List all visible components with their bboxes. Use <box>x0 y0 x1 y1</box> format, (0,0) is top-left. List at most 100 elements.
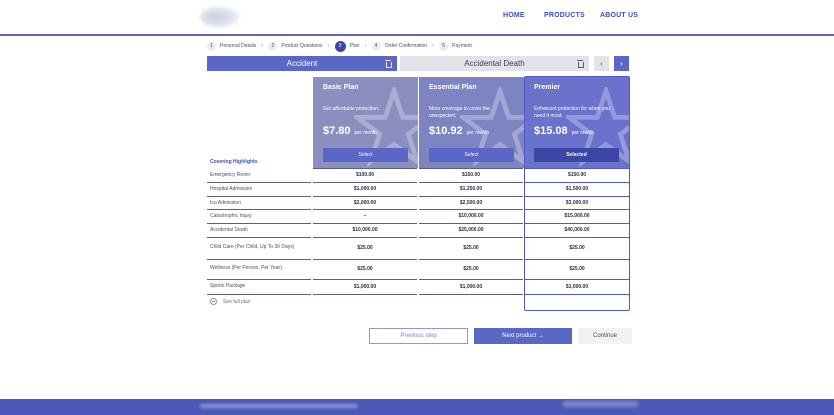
price-unit: per month <box>466 130 490 136</box>
basic-value: – <box>363 213 367 219</box>
premier-value: $25.00 <box>569 266 585 272</box>
row-divider <box>419 182 523 183</box>
premier-value: $40,000.00 <box>564 227 590 233</box>
price-unit: per month <box>354 130 378 136</box>
premier-value: $15,000.00 <box>564 213 590 219</box>
chevron-right-icon: › <box>364 43 367 49</box>
footer-text-blurred <box>563 401 638 407</box>
star-icon <box>460 87 524 167</box>
see-full-plan-link[interactable]: See full plan <box>210 298 251 305</box>
tab-accidental-death[interactable]: Accidental Death <box>400 56 589 71</box>
row-divider <box>313 237 417 238</box>
nav-about-us[interactable]: ABOUT US <box>600 12 639 19</box>
step-label: Personal Details <box>220 43 257 49</box>
row-divider <box>419 237 523 238</box>
row-divider <box>525 259 629 260</box>
plan-price: $10.92 per month <box>429 125 489 137</box>
tab-label: Accidental Death <box>464 59 525 68</box>
row-divider <box>525 168 629 169</box>
star-icon <box>354 87 418 167</box>
premier-value: $1,500.00 <box>565 186 589 192</box>
continue-button[interactable]: Continue <box>578 328 632 344</box>
plan-name: Essential Plan <box>429 84 477 91</box>
plan-name: Premier <box>534 84 561 91</box>
next-product-cta-button[interactable]: Next product → <box>474 328 572 344</box>
site-footer <box>0 399 834 415</box>
trash-icon[interactable] <box>577 60 584 68</box>
basic-value: $1,000.00 <box>353 186 377 192</box>
row-divider <box>419 259 523 260</box>
trash-icon[interactable] <box>385 60 392 68</box>
step-order-confirmation[interactable]: 4 Order Confirmation <box>371 41 427 51</box>
plan-card-essential: Essential Plan More coverage to cover th… <box>419 77 524 168</box>
step-label: Product Questions <box>281 43 323 49</box>
row-divider <box>525 294 629 295</box>
plan-card-premier: Premier Enhanced protection for when you… <box>524 77 630 168</box>
row-divider <box>313 182 417 183</box>
nav-home[interactable]: HOME <box>503 12 525 19</box>
essential-value: $10,000.00 <box>458 213 484 219</box>
plan-description: Get affordable protection. <box>323 106 380 112</box>
row-divider <box>419 168 523 169</box>
star-icon <box>566 87 630 167</box>
step-label: Payment <box>452 43 472 49</box>
basic-value: $100.00 <box>355 172 375 178</box>
premier-value: $3,000.00 <box>565 200 589 206</box>
essential-value: $1,250.00 <box>459 186 483 192</box>
step-personal-details[interactable]: 1 Personal Details <box>207 41 257 51</box>
select-basic-button[interactable]: Select <box>323 148 408 162</box>
price-value: $10.92 <box>429 125 463 137</box>
row-divider <box>313 259 417 260</box>
essential-value: $2,500.00 <box>459 200 483 206</box>
basic-value: $25.00 <box>357 266 373 272</box>
chevron-right-icon: › <box>261 43 264 49</box>
select-essential-button[interactable]: Select <box>429 148 514 162</box>
footer-text-blurred <box>200 404 358 408</box>
plan-name: Basic Plan <box>323 84 359 91</box>
tab-label: Accident <box>286 59 318 68</box>
step-label: Plan <box>349 43 360 49</box>
row-divider <box>207 259 311 260</box>
row-divider <box>207 294 311 295</box>
nav-products[interactable]: PRODUCTS <box>544 12 585 19</box>
logo[interactable] <box>200 6 240 28</box>
price-unit: per month <box>571 130 595 136</box>
previous-product-button[interactable]: ‹ <box>594 56 609 71</box>
basic-value: $25.00 <box>357 245 373 251</box>
covering-highlights-heading: Covering Highlights <box>210 159 258 165</box>
basic-value: $1,000.00 <box>353 284 377 290</box>
step-payment[interactable]: 5 Payment <box>439 41 472 51</box>
plan-price: $7.80 per month <box>323 125 377 137</box>
previous-step-button[interactable]: Previous step <box>369 328 468 344</box>
tab-accident[interactable]: Accident <box>207 56 397 71</box>
row-divider <box>207 182 311 183</box>
row-divider <box>313 196 417 197</box>
price-value: $7.80 <box>323 125 351 137</box>
header-divider <box>0 34 834 36</box>
row-divider <box>525 223 629 224</box>
step-number: 1 <box>207 41 216 51</box>
step-product-questions[interactable]: 2 Product Questions <box>268 41 323 51</box>
premier-value: $1,000.00 <box>565 284 589 290</box>
row-label: Child Care (Per Child, Up To 30 Days) <box>210 244 295 250</box>
next-product-button[interactable]: › <box>614 56 629 71</box>
row-divider <box>313 294 417 295</box>
row-divider <box>207 223 311 224</box>
row-divider <box>313 209 417 210</box>
step-number: 4 <box>371 41 381 51</box>
row-divider <box>313 168 417 169</box>
basic-value: $2,000.00 <box>353 200 377 206</box>
essential-value: $25.00 <box>463 266 479 272</box>
selected-premier-button[interactable]: Selected <box>534 148 619 162</box>
row-divider <box>419 196 523 197</box>
row-divider <box>207 196 311 197</box>
row-divider <box>525 209 629 210</box>
chevron-right-icon: › <box>432 43 435 49</box>
chevron-right-icon: › <box>327 43 330 49</box>
row-label: Accidental Death <box>210 227 248 233</box>
row-divider <box>525 279 629 280</box>
step-plan[interactable]: 3 Plan <box>334 40 360 52</box>
price-value: $15.08 <box>534 125 568 137</box>
row-divider <box>419 294 523 295</box>
plan-description: Enhanced protection for when you need it… <box>534 106 610 119</box>
